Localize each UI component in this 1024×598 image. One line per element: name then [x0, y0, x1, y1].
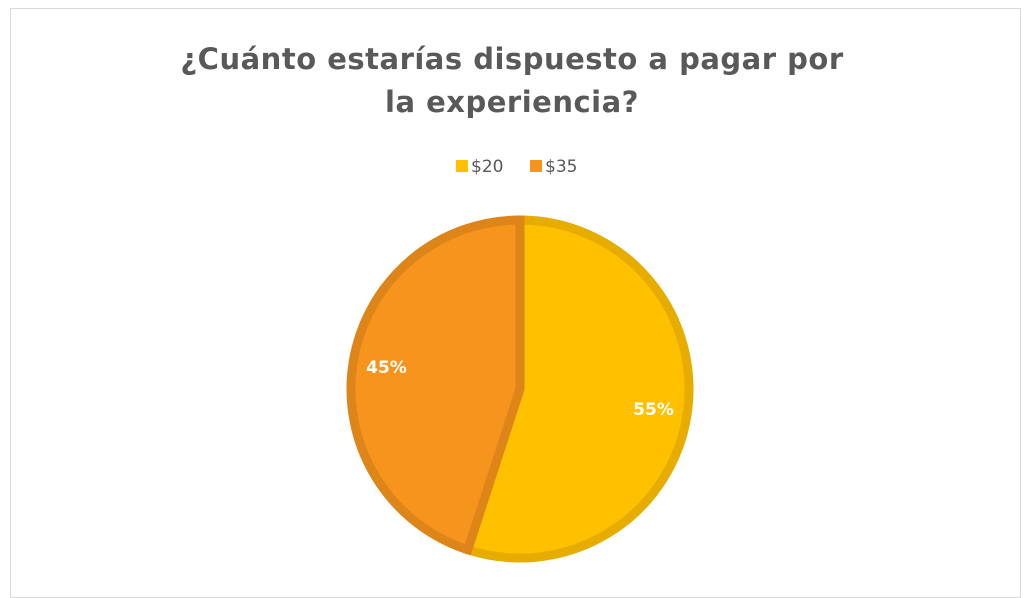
legend-swatch	[530, 160, 542, 172]
chart-title: ¿Cuánto estarías dispuesto a pagar por l…	[180, 42, 844, 119]
chart: $20 $35 55% 45%	[346, 157, 694, 563]
legend-label: $35	[545, 157, 577, 177]
data-label: 45%	[366, 358, 407, 378]
pie-slice	[346, 215, 525, 556]
legend-label: $20	[471, 157, 503, 177]
data-label: 55%	[633, 400, 674, 420]
page: {"chart_data": {"type": "pie", "title": …	[10, 8, 1021, 598]
legend-swatch	[456, 160, 468, 172]
